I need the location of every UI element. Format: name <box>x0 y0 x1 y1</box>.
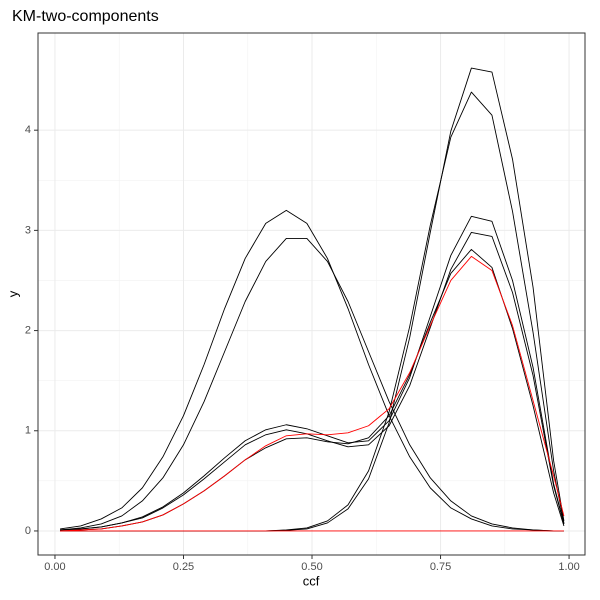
x-tick-label: 0.25 <box>173 561 194 573</box>
y-tick-label: 0 <box>25 525 31 537</box>
y-tick-label: 2 <box>25 324 31 336</box>
data-line <box>60 209 564 532</box>
y-tick-label: 3 <box>25 224 31 236</box>
data-line <box>60 255 565 532</box>
data-line <box>60 215 565 531</box>
chart-title: KM-two-components <box>12 8 159 25</box>
panel-border <box>37 32 586 556</box>
y-axis-label: y <box>5 290 20 297</box>
x-tick-label: 1.00 <box>558 561 579 573</box>
data-line <box>60 237 564 532</box>
x-tick-label: 0.50 <box>301 561 322 573</box>
x-tick-label: 0.75 <box>430 561 451 573</box>
x-tick-label: 0.00 <box>44 561 65 573</box>
y-tick-label: 4 <box>25 124 31 136</box>
data-line <box>60 231 565 531</box>
x-axis-label: ccf <box>303 573 320 588</box>
y-tick-label: 1 <box>25 425 31 437</box>
